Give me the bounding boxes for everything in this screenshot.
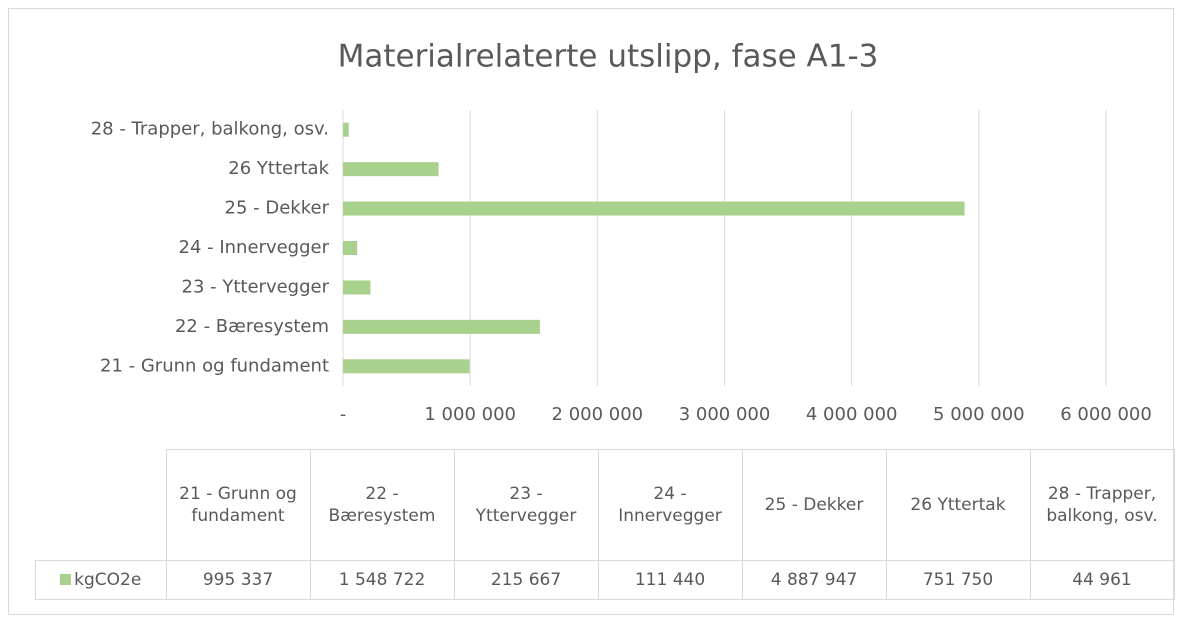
bar [343,122,349,137]
table-header-cell: 24 - Innervegger [597,449,743,561]
chart-title: Materialrelaterte utslipp, fase A1-3 [338,39,879,75]
legend-label: kgCO2e [74,570,142,590]
bar [343,359,470,374]
table-header-cell: 26 Yttertak [885,449,1031,561]
x-tick-label: 2 000 000 [552,404,644,425]
chart-frame [8,8,1174,615]
bar [343,319,540,334]
table-value-cell: 995 337 [165,560,311,600]
table-value-cell: 1 548 722 [309,560,455,600]
bar [343,162,439,177]
x-tick-label: 5 000 000 [933,404,1025,425]
y-tick-label: 26 Yttertak [228,158,329,179]
y-tick-label: 23 - Yttervegger [182,276,330,297]
x-tick-label: 4 000 000 [806,404,898,425]
x-tick-label: - [340,404,347,425]
legend-cell: kgCO2e [35,560,167,600]
x-tick-label: 6 000 000 [1060,404,1152,425]
x-tick-label: 3 000 000 [679,404,771,425]
y-tick-label: 24 - Innervegger [179,237,330,258]
data-table: 21 - Grunn og fundament 22 - Bæresystem 23… [35,449,1175,600]
legend-swatch [60,574,72,585]
table-header-cell: 21 - Grunn og fundament [165,449,311,561]
table-value-cell: 751 750 [885,560,1031,600]
table-header-cell: 23 - Yttervegger [453,449,599,561]
table-value-cell: 215 667 [453,560,599,600]
bar [343,241,358,255]
table-value-cell: 44 961 [1029,560,1175,600]
y-tick-label: 25 - Dekker [225,198,330,219]
x-tick-label: 1 000 000 [424,404,516,425]
table-corner [35,449,167,561]
y-tick-label: 21 - Grunn og fundament [100,355,329,376]
bar [343,280,371,295]
table-value-cell: 111 440 [597,560,743,600]
y-tick-label: 28 - Trapper, balkong, osv. [91,119,329,140]
bar [343,201,965,216]
table-header-cell: 25 - Dekker [741,449,887,561]
table-value-cell: 4 887 947 [741,560,887,600]
table-header-cell: 22 - Bæresystem [309,449,455,561]
y-tick-label: 22 - Bæresystem [175,316,329,337]
table-row: kgCO2e 995 337 1 548 722 215 667 111 440 4 88… [35,560,1175,600]
table-header-cell: 28 - Trapper, balkong, osv. [1029,449,1175,561]
table-header-row: 21 - Grunn og fundament 22 - Bæresystem 23… [35,449,1175,561]
